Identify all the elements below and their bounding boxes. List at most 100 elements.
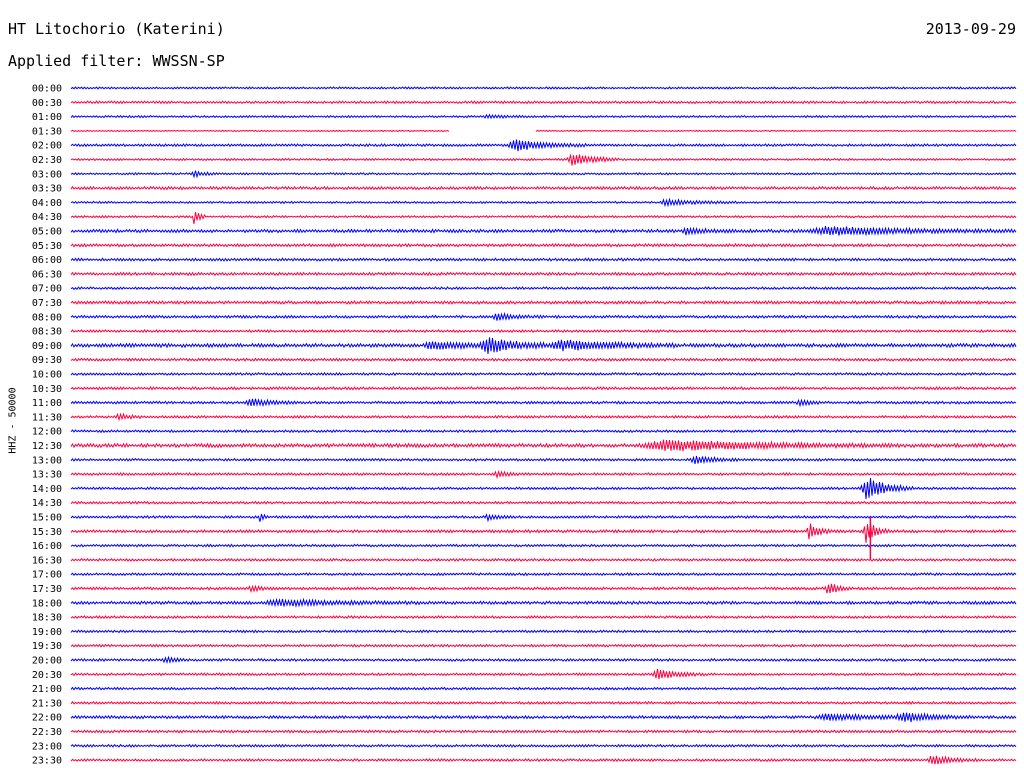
time-tick-label: 21:30	[32, 698, 62, 709]
time-tick-label: 02:00	[32, 141, 62, 152]
time-tick-label: 08:30	[32, 327, 62, 338]
trace-line	[70, 668, 1017, 680]
trace-line	[70, 469, 1017, 480]
trace-line	[70, 755, 1017, 765]
time-tick-label: 22:00	[32, 713, 62, 724]
trace-line	[70, 329, 1017, 334]
time-tick-label: 01:30	[32, 126, 62, 137]
time-tick-label: 15:00	[32, 513, 62, 524]
trace-line	[70, 286, 1017, 291]
trace-line	[70, 299, 1017, 305]
time-tick-label: 00:30	[32, 98, 62, 109]
trace-line	[70, 185, 1017, 191]
time-tick-label: 21:00	[32, 684, 62, 695]
trace-line	[70, 225, 1017, 237]
trace-line	[70, 197, 1017, 208]
time-tick-label: 20:00	[32, 656, 62, 667]
trace-line	[70, 557, 1017, 562]
time-tick-label: 14:00	[32, 484, 62, 495]
time-tick-label: 12:00	[32, 427, 62, 438]
trace-line	[70, 729, 1017, 734]
time-tick-label: 02:30	[32, 155, 62, 166]
time-tick-label: 13:00	[32, 455, 62, 466]
time-tick-label: 04:00	[32, 198, 62, 209]
trace-line	[70, 170, 1017, 179]
time-tick-label: 17:30	[32, 584, 62, 595]
time-tick-label: 04:30	[32, 212, 62, 223]
station-title: HT Litochorio (Katerini)	[8, 20, 225, 38]
trace-line	[70, 371, 1017, 377]
trace-line	[70, 700, 1017, 706]
time-tick-label: 08:00	[32, 312, 62, 323]
trace-line	[70, 129, 1017, 133]
trace-line	[70, 271, 1017, 277]
time-tick-label: 05:30	[32, 241, 62, 252]
date-label: 2013-09-29	[925, 20, 1016, 38]
time-tick-label: 07:30	[32, 298, 62, 309]
time-tick-label: 15:30	[32, 527, 62, 538]
filter-label: Applied filter: WWSSN-SP	[8, 52, 225, 70]
trace-line	[70, 500, 1017, 505]
trace-line	[70, 597, 1017, 609]
trace-line	[70, 643, 1017, 648]
trace-line	[70, 543, 1017, 548]
time-tick-label: 09:30	[32, 355, 62, 366]
time-tick-label: 11:30	[32, 412, 62, 423]
trace-line	[70, 386, 1017, 391]
trace-line	[70, 583, 1017, 594]
trace-line	[70, 523, 1017, 543]
trace-line	[70, 337, 1017, 355]
trace-line	[70, 357, 1017, 362]
trace-line	[70, 139, 1017, 152]
trace-line	[70, 311, 1017, 321]
time-tick-label: 23:30	[32, 756, 62, 767]
time-tick-label: 00:00	[32, 84, 62, 95]
trace-line	[70, 398, 1017, 408]
time-tick-label: 18:00	[32, 598, 62, 609]
trace-line	[70, 455, 1017, 465]
time-tick-label: 01:00	[32, 112, 62, 123]
trace-line	[70, 429, 1017, 434]
time-tick-label: 05:00	[32, 227, 62, 238]
time-tick-label: 23:00	[32, 741, 62, 752]
time-tick-label: 18:30	[32, 613, 62, 624]
trace-line	[70, 154, 1017, 166]
trace-line	[70, 629, 1017, 634]
time-tick-label: 06:00	[32, 255, 62, 266]
trace-line	[70, 513, 1017, 523]
time-tick-label: 14:30	[32, 498, 62, 509]
time-tick-label: 19:30	[32, 641, 62, 652]
time-tick-label: 09:00	[32, 341, 62, 352]
trace-line	[70, 711, 1017, 723]
trace-line	[70, 211, 1017, 224]
trace-line	[70, 257, 1017, 262]
time-tick-label: 20:30	[32, 670, 62, 681]
trace-line	[70, 113, 1017, 120]
trace-line	[70, 439, 1017, 452]
time-tick-label: 10:30	[32, 384, 62, 395]
trace-line	[70, 572, 1017, 577]
time-tick-label: 11:00	[32, 398, 62, 409]
trace-line	[70, 478, 1017, 500]
time-tick-label: 17:00	[32, 570, 62, 581]
time-tick-label: 19:00	[32, 627, 62, 638]
time-tick-label: 03:30	[32, 184, 62, 195]
time-tick-label: 07:00	[32, 284, 62, 295]
time-tick-label: 16:00	[32, 541, 62, 552]
trace-line	[70, 412, 1017, 422]
trace-line	[70, 242, 1017, 248]
time-tick-label: 13:30	[32, 470, 62, 481]
time-tick-label: 16:30	[32, 555, 62, 566]
time-tick-label: 06:30	[32, 269, 62, 280]
trace-line	[70, 86, 1017, 90]
time-tick-label: 03:00	[32, 169, 62, 180]
trace-line	[70, 655, 1017, 665]
trace-line	[70, 743, 1017, 748]
time-tick-label: 22:30	[32, 727, 62, 738]
time-tick-label: 10:00	[32, 370, 62, 381]
trace-line	[70, 100, 1017, 105]
time-tick-label: 12:30	[32, 441, 62, 452]
trace-line	[70, 615, 1017, 620]
trace-line	[70, 686, 1017, 691]
